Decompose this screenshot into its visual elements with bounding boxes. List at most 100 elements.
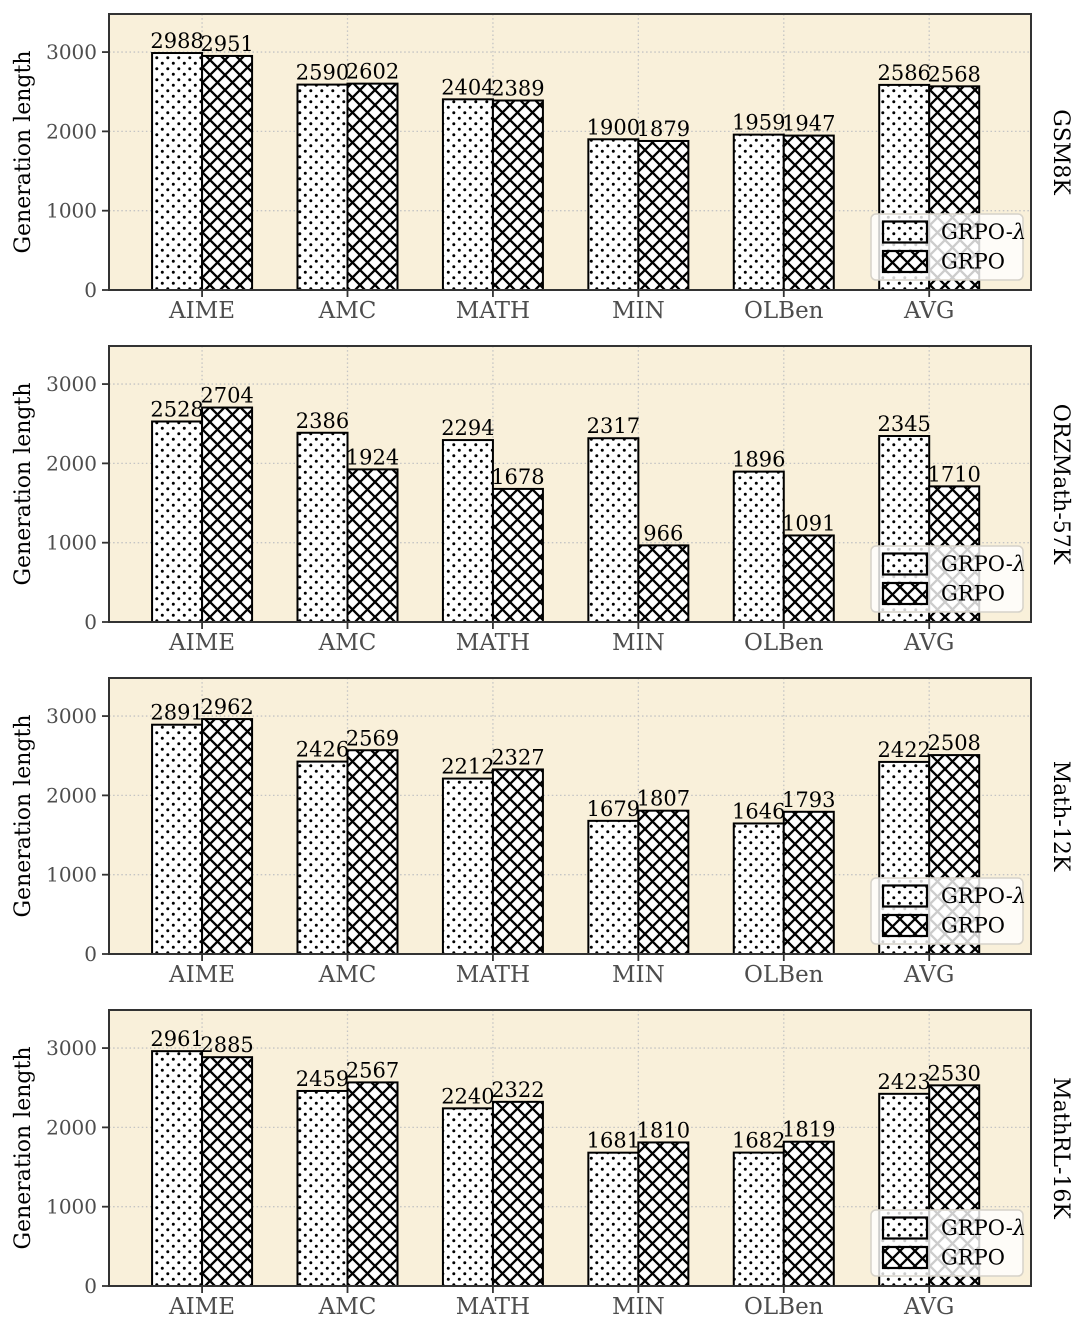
bar-value-label: 1879 bbox=[637, 117, 690, 141]
bar-GRPO-λ-MIN bbox=[587, 1151, 640, 1287]
legend-label: GRPO bbox=[941, 914, 1005, 938]
x-tick-label: AIME bbox=[168, 1294, 235, 1320]
bar-GRPO-λ-OLBen bbox=[732, 133, 785, 291]
bar-value-label: 1807 bbox=[637, 787, 690, 811]
bar-GRPO-λ-AMC bbox=[296, 1089, 349, 1287]
bar-value-label: 2389 bbox=[491, 77, 544, 101]
bar-GRPO-λ-MATH bbox=[441, 1107, 494, 1287]
y-tick-label: 1000 bbox=[46, 531, 97, 555]
bar-value-label: 1091 bbox=[782, 511, 835, 535]
bar-value-label: 2885 bbox=[200, 1033, 253, 1057]
x-tick-label: MIN bbox=[612, 298, 665, 324]
bar-value-label: 2459 bbox=[296, 1067, 349, 1091]
x-tick-label: MIN bbox=[612, 630, 665, 656]
bar-value-label: 2294 bbox=[441, 416, 494, 440]
bar-value-label: 1646 bbox=[732, 799, 785, 823]
legend-swatch-dots bbox=[881, 884, 929, 908]
y-tick-label: 2000 bbox=[46, 1115, 97, 1139]
bar-value-label: 2386 bbox=[296, 409, 349, 433]
legend-swatch-cross bbox=[881, 249, 929, 274]
bar-value-label: 2404 bbox=[441, 75, 494, 99]
plot-frame bbox=[108, 13, 1032, 291]
bar-GRPO-OLBen bbox=[782, 1140, 835, 1287]
bar-value-label: 2568 bbox=[927, 62, 980, 86]
bar-GRPO-MIN bbox=[637, 809, 690, 955]
x-tick-label: AIME bbox=[168, 962, 235, 988]
legend-label: GRPO bbox=[941, 250, 1005, 274]
chart-panel-3: 2891 2962 2426 2569 2212 2327 1679 1807 1646 1793… bbox=[0, 664, 1079, 996]
y-tick-label: 3000 bbox=[46, 1036, 97, 1060]
bar-value-label: 1678 bbox=[491, 465, 544, 489]
bar-value-label: 2567 bbox=[346, 1058, 399, 1082]
bar-GRPO-MATH bbox=[491, 487, 544, 623]
y-tick-label: 3000 bbox=[46, 40, 97, 64]
panel-side-label: ORZMath-57K bbox=[1048, 404, 1073, 565]
bar-value-label: 2528 bbox=[150, 398, 203, 422]
legend-swatch-cross bbox=[881, 1245, 929, 1270]
x-tick-label: OLBen bbox=[744, 298, 824, 324]
bar-GRPO-AIME bbox=[201, 54, 254, 292]
bar-value-label: 2212 bbox=[441, 755, 494, 779]
y-tick-label: 0 bbox=[84, 610, 97, 634]
bar-value-label: 2345 bbox=[877, 412, 930, 436]
panel-side-label: MathRL-16K bbox=[1048, 1077, 1073, 1219]
bar-value-label: 2423 bbox=[877, 1070, 930, 1094]
x-tick-label: OLBen bbox=[744, 630, 824, 656]
bar-GRPO-OLBen bbox=[782, 810, 835, 955]
bar-value-label: 1959 bbox=[732, 111, 785, 135]
x-tick-label: AVG bbox=[903, 1294, 954, 1320]
bar-GRPO-OLBen bbox=[782, 134, 835, 291]
legend-swatch-dots bbox=[881, 220, 929, 244]
y-axis-label: Generation length bbox=[11, 714, 36, 917]
bar-value-label: 966 bbox=[643, 521, 683, 545]
bar-GRPO-MATH bbox=[491, 1100, 544, 1287]
bar-GRPO-MIN bbox=[637, 139, 690, 291]
y-tick-label: 0 bbox=[84, 278, 97, 302]
x-tick-label: AVG bbox=[903, 630, 954, 656]
plot-frame bbox=[108, 677, 1032, 955]
legend-swatch-dots bbox=[881, 1216, 929, 1240]
panel-side-label: GSM8K bbox=[1048, 109, 1073, 195]
y-tick-label: 2000 bbox=[46, 119, 97, 143]
bar-GRPO-λ-MATH bbox=[441, 777, 494, 955]
x-tick-label: OLBen bbox=[744, 962, 824, 988]
bar-value-label: 1924 bbox=[346, 445, 399, 469]
bar-value-label: 1896 bbox=[732, 448, 785, 472]
legend-label: GRPO-λ bbox=[941, 220, 1026, 244]
y-tick-label: 3000 bbox=[46, 704, 97, 728]
bar-GRPO-λ-OLBen bbox=[732, 822, 785, 955]
plot-frame bbox=[108, 345, 1032, 623]
y-tick-label: 2000 bbox=[46, 783, 97, 807]
x-tick-label: MIN bbox=[612, 962, 665, 988]
x-tick-label: MATH bbox=[456, 298, 530, 324]
y-tick-label: 1000 bbox=[46, 1195, 97, 1219]
bar-GRPO-MATH bbox=[491, 99, 544, 291]
legend: GRPO-λ GRPO bbox=[870, 545, 1026, 613]
panel-side-label: Math-12K bbox=[1048, 761, 1073, 872]
x-tick-label: AMC bbox=[318, 962, 377, 988]
bar-GRPO-λ-OLBen bbox=[732, 470, 785, 623]
y-tick-label: 0 bbox=[84, 1274, 97, 1298]
bar-value-label: 2951 bbox=[200, 32, 253, 56]
bar-value-label: 2508 bbox=[927, 731, 980, 755]
chart-panel-1: 2988 2951 2590 2602 2404 2389 1900 1879 1959 1947… bbox=[0, 0, 1079, 332]
y-axis-label: Generation length bbox=[11, 382, 36, 585]
bar-value-label: 2569 bbox=[346, 726, 399, 750]
legend-label: GRPO-λ bbox=[941, 552, 1026, 576]
bar-GRPO-λ-MATH bbox=[441, 439, 494, 623]
x-tick-label: MATH bbox=[456, 962, 530, 988]
legend-swatch-cross bbox=[881, 581, 929, 606]
bar-GRPO-OLBen bbox=[782, 534, 835, 623]
bar-value-label: 2327 bbox=[491, 745, 544, 769]
legend: GRPO-λ GRPO bbox=[870, 213, 1026, 281]
bar-GRPO-AMC bbox=[346, 468, 399, 623]
bar-value-label: 2704 bbox=[200, 384, 253, 408]
legend: GRPO-λ GRPO bbox=[870, 877, 1026, 945]
bar-value-label: 2530 bbox=[927, 1061, 980, 1085]
bar-value-label: 1900 bbox=[587, 115, 640, 139]
bar-value-label: 1810 bbox=[637, 1118, 690, 1142]
x-tick-label: AVG bbox=[903, 962, 954, 988]
